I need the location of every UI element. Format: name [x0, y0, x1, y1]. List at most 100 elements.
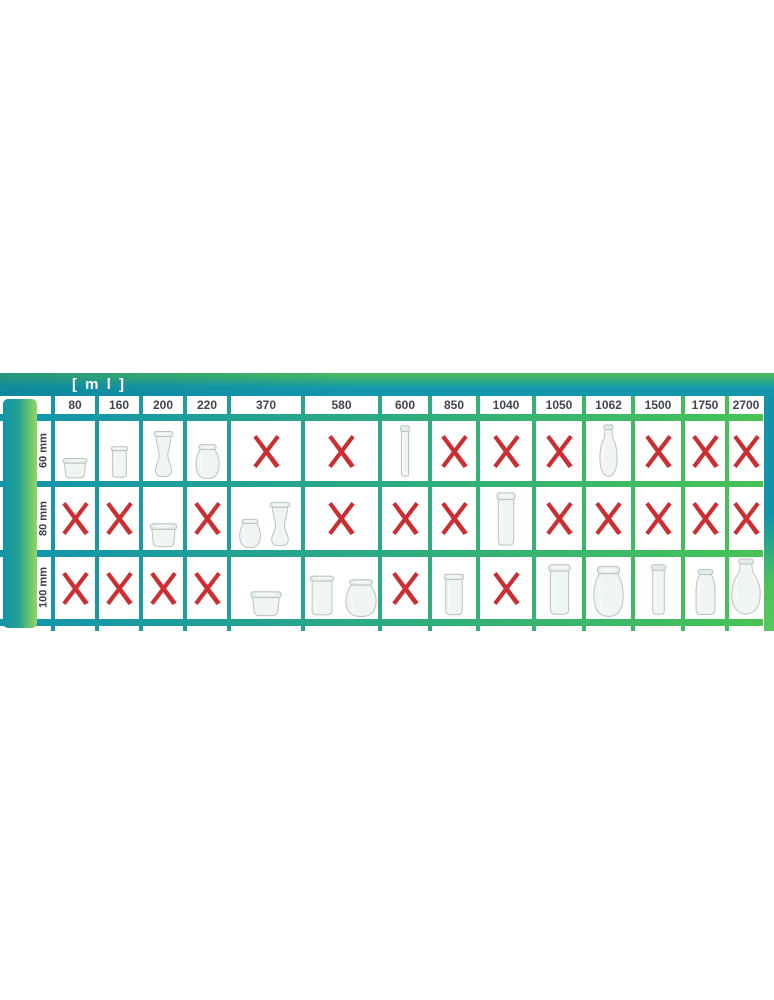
- column-header: 370: [231, 396, 301, 414]
- jar-icon-tulip: [153, 431, 173, 477]
- grid-stub-cell: [586, 626, 631, 631]
- column-header: 1500: [635, 396, 681, 414]
- jar-icon-cyl: [443, 573, 465, 616]
- column-header: 1050: [536, 396, 582, 414]
- jar-group: [439, 572, 469, 619]
- availability-cell-unavailable: [143, 557, 183, 619]
- x-mark-icon: [61, 571, 89, 605]
- x-mark-icon: [391, 502, 419, 535]
- grid-stub-cell: [685, 626, 725, 631]
- column-header: 80: [55, 396, 95, 414]
- x-mark-icon: [149, 571, 177, 605]
- grid-stub-cell: [143, 626, 183, 631]
- jar-group: [597, 423, 620, 481]
- availability-cell-unavailable: [480, 421, 532, 481]
- jar-icon-cyl-narrow: [650, 564, 666, 615]
- grid-stub-cell: [55, 626, 95, 631]
- availability-cell-unavailable: [55, 487, 95, 550]
- availability-cell-unavailable: [55, 557, 95, 619]
- availability-cell-unavailable: [99, 487, 139, 550]
- grid-stub-cell: [729, 626, 763, 631]
- table-row: [55, 421, 763, 481]
- availability-cell-unavailable: [480, 557, 532, 619]
- x-mark-icon: [328, 502, 355, 535]
- jar-group: [149, 429, 178, 481]
- x-mark-icon: [732, 434, 760, 468]
- grid-stub-cell: [305, 626, 378, 631]
- x-mark-icon: [545, 502, 573, 535]
- jar-icon-tulip: [269, 501, 291, 546]
- jar-icon-tulip-round: [593, 565, 624, 617]
- grid-stub-cell: [480, 626, 532, 631]
- availability-cell-unavailable: [685, 421, 725, 481]
- availability-cell-unavailable: [432, 487, 476, 550]
- x-mark-icon: [61, 502, 89, 535]
- column-header-row: 80 160 200 220 370 580 600 850 1040 1050 1062 1500 1…: [55, 396, 763, 414]
- availability-cell-unavailable: [231, 421, 301, 481]
- column-header: 200: [143, 396, 183, 414]
- grid-line-row1: [0, 481, 763, 487]
- availability-cell-unavailable: [729, 421, 763, 481]
- availability-cell-jar: [432, 557, 476, 619]
- availability-cell-jar: [305, 557, 378, 619]
- jar-group: [107, 445, 132, 481]
- x-mark-icon: [440, 502, 468, 535]
- table-row: [55, 557, 763, 619]
- grid-stub-cell: [187, 626, 227, 631]
- availability-cell-jar: [55, 421, 95, 481]
- table-row: [55, 487, 763, 550]
- jar-icon-mold: [250, 591, 282, 617]
- jar-group: [590, 564, 627, 619]
- grid-line-row2: [0, 550, 763, 557]
- jar-group: [193, 443, 222, 481]
- availability-cell-jar: [729, 557, 763, 619]
- x-mark-icon: [252, 434, 280, 468]
- x-mark-icon: [328, 434, 355, 468]
- x-mark-icon: [105, 502, 133, 535]
- jar-group: [247, 590, 285, 619]
- x-mark-icon: [391, 571, 419, 605]
- x-mark-icon: [545, 434, 573, 468]
- availability-cell-jar: [382, 421, 428, 481]
- availability-cell-jar: [586, 557, 631, 619]
- jar-icon-bottle: [599, 424, 618, 477]
- jar-group: [396, 423, 414, 481]
- availability-cell-jar: [231, 487, 301, 550]
- jar-icon-mold: [149, 523, 177, 548]
- grid-line-bottom: [0, 619, 763, 626]
- right-accent-bar: [764, 373, 774, 631]
- grid-stub-cell: [231, 626, 301, 631]
- table-body: 80 160 200 220 370 580 600 850 1040 1050 1062 1500 1…: [0, 396, 774, 632]
- availability-cell-unavailable: [305, 421, 378, 481]
- jar-group: [304, 574, 380, 619]
- product-size-chart: [ m l ] 80 160 200 220 370 580 600 850 1040 1050 1…: [0, 373, 774, 635]
- jar-icon-bottle: [731, 558, 761, 615]
- grid-line-header: [0, 414, 763, 421]
- x-mark-icon: [440, 434, 468, 468]
- row-label: 100 mm: [37, 567, 50, 609]
- availability-cell-unavailable: [187, 557, 227, 619]
- x-mark-icon: [691, 502, 719, 535]
- jar-group: [60, 457, 90, 481]
- grid-stub-cell: [99, 626, 139, 631]
- x-mark-icon: [691, 434, 719, 468]
- unit-header-bar: [ m l ]: [0, 373, 774, 396]
- jar-group: [237, 500, 295, 550]
- availability-cell-unavailable: [536, 487, 582, 550]
- grid-line-stub-row: [55, 626, 763, 631]
- availability-cell-unavailable: [382, 557, 428, 619]
- column-header: 1062: [586, 396, 631, 414]
- grid-stub-cell: [635, 626, 681, 631]
- availability-cell-unavailable: [187, 487, 227, 550]
- unit-label: [ m l ]: [72, 376, 126, 393]
- jar-icon-shoulder: [695, 569, 715, 615]
- column-header: 850: [432, 396, 476, 414]
- jar-icon-tulip-round: [195, 444, 219, 479]
- availability-cell-jar: [187, 421, 227, 481]
- left-accent-bar: [3, 399, 37, 628]
- column-header: 1750: [685, 396, 725, 414]
- availability-cell-unavailable: [536, 421, 582, 481]
- availability-cell-unavailable: [685, 487, 725, 550]
- grid-stub-cell: [382, 626, 428, 631]
- x-mark-icon: [492, 571, 520, 605]
